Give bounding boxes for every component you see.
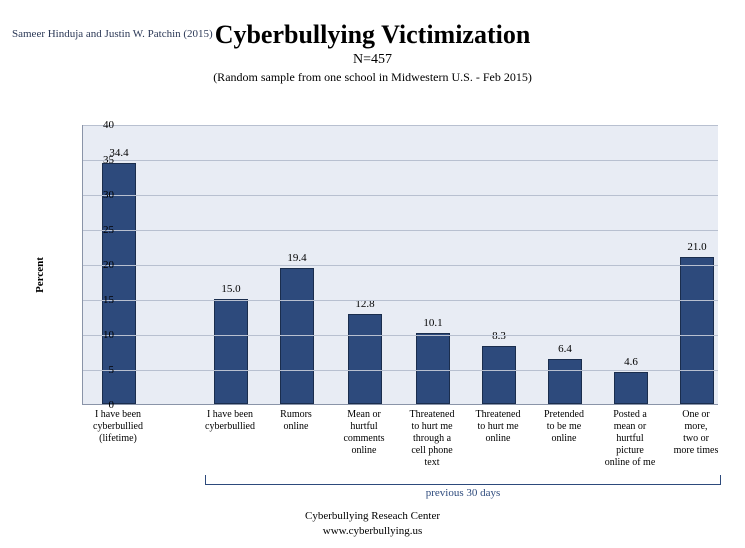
- y-axis-label: Percent: [34, 257, 46, 293]
- bar-value-label: 10.1: [423, 317, 442, 329]
- bracket: [205, 475, 721, 485]
- bar-value-label: 6.4: [558, 343, 572, 355]
- bar: [214, 299, 248, 404]
- bar: [614, 372, 648, 404]
- x-tick-label: Mean orhurtfulcommentsonline: [329, 409, 399, 457]
- attribution-text: Sameer Hinduja and Justin W. Patchin (20…: [12, 28, 213, 40]
- bar-value-label: 15.0: [221, 283, 240, 295]
- y-tick-label: 25: [84, 224, 114, 236]
- footer: Cyberbullying Reseach Center www.cyberbu…: [0, 509, 745, 538]
- y-tick-label: 20: [84, 259, 114, 271]
- gridline: [83, 265, 718, 266]
- gridline: [83, 335, 718, 336]
- bar: [548, 359, 582, 404]
- x-tick-label: Rumorsonline: [261, 409, 331, 433]
- gridline: [83, 300, 718, 301]
- gridline: [83, 370, 718, 371]
- x-tick-label: I have beencyberbullied(lifetime): [83, 409, 153, 445]
- plot-area: 34.415.019.412.810.18.36.44.621.0: [82, 125, 718, 405]
- bar-value-label: 4.6: [624, 356, 638, 368]
- footer-line1: Cyberbullying Reseach Center: [0, 509, 745, 523]
- y-tick-label: 10: [84, 329, 114, 341]
- bar: [416, 333, 450, 404]
- bar: [680, 257, 714, 404]
- gridline: [83, 160, 718, 161]
- chart-subtitle: N=457: [0, 52, 745, 68]
- y-tick-label: 30: [84, 189, 114, 201]
- gridline: [83, 125, 718, 126]
- bar-value-label: 19.4: [287, 252, 306, 264]
- gridline: [83, 195, 718, 196]
- y-tick-label: 15: [84, 294, 114, 306]
- bar: [280, 268, 314, 404]
- bar: [348, 314, 382, 404]
- y-tick-label: 5: [84, 364, 114, 376]
- y-tick-label: 40: [84, 119, 114, 131]
- x-tick-label: I have beencyberbullied: [195, 409, 265, 433]
- chart-subsubtitle: (Random sample from one school in Midwes…: [0, 70, 745, 85]
- x-tick-label: Pretendedto be meonline: [529, 409, 599, 445]
- y-tick-label: 35: [84, 154, 114, 166]
- chart-container: Percent 34.415.019.412.810.18.36.44.621.…: [48, 125, 718, 425]
- x-tick-label: Posted amean orhurtfulpictureonline of m…: [595, 409, 665, 469]
- bar: [482, 346, 516, 404]
- bracket-label: previous 30 days: [426, 487, 501, 499]
- footer-line2: www.cyberbullying.us: [0, 524, 745, 538]
- x-tick-label: Threatenedto hurt meonline: [463, 409, 533, 445]
- gridline: [83, 230, 718, 231]
- x-tick-label: Threatenedto hurt methrough acell phonet…: [397, 409, 467, 469]
- bar-value-label: 21.0: [687, 241, 706, 253]
- x-tick-label: One ormore,two ormore times: [661, 409, 731, 457]
